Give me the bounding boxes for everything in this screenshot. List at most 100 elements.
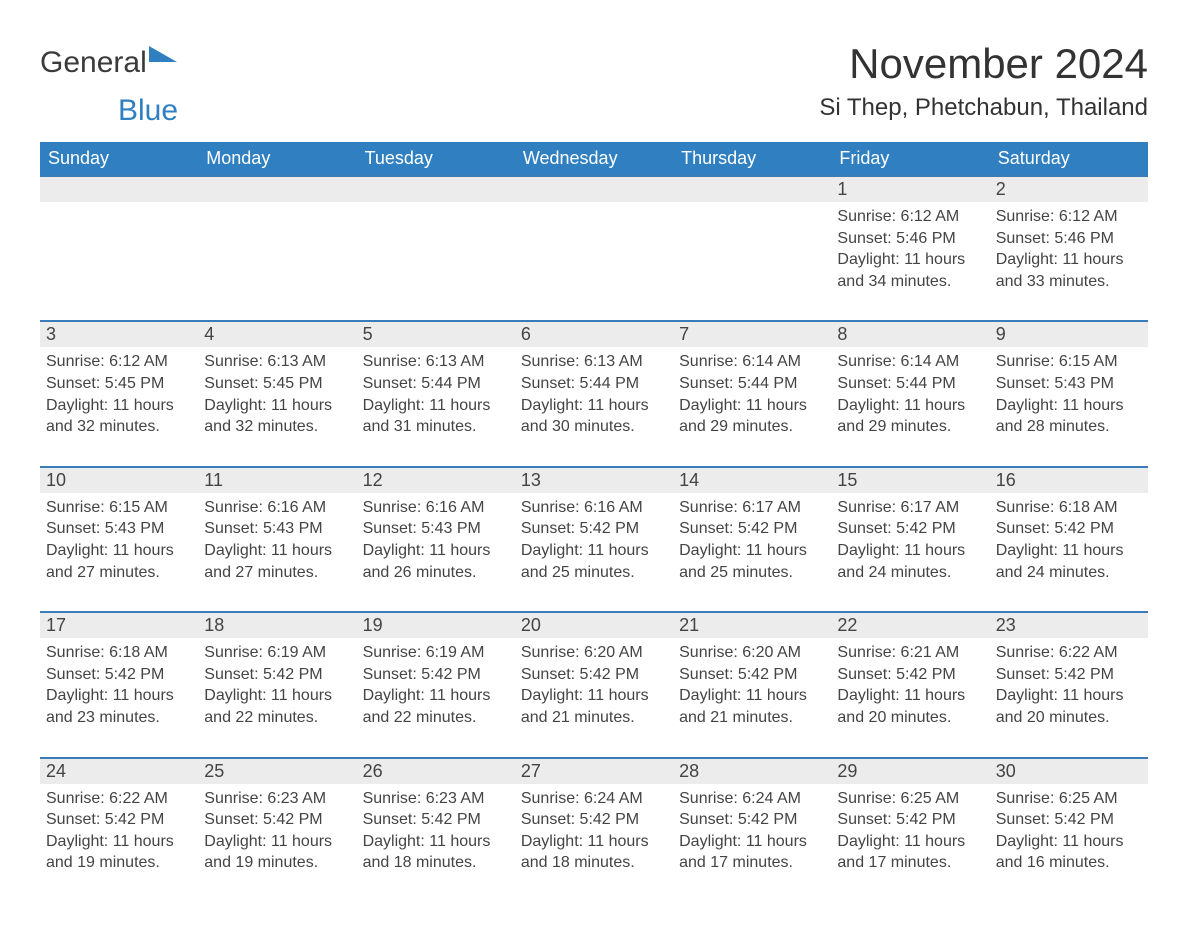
sunset-text: Sunset: 5:42 PM <box>521 518 667 540</box>
sunrise-text: Sunrise: 6:20 AM <box>521 642 667 664</box>
day-cell: Sunrise: 6:17 AMSunset: 5:42 PMDaylight:… <box>673 493 831 612</box>
sunrise-text: Sunrise: 6:17 AM <box>837 497 983 519</box>
sunset-text: Sunset: 5:42 PM <box>46 809 192 831</box>
empty-cell <box>40 176 198 202</box>
location-text: Si Thep, Phetchabun, Thailand <box>819 94 1148 122</box>
sunrise-text: Sunrise: 6:13 AM <box>204 351 350 373</box>
sunrise-text: Sunrise: 6:12 AM <box>46 351 192 373</box>
sunrise-text: Sunrise: 6:16 AM <box>521 497 667 519</box>
day-number: 1 <box>831 176 989 202</box>
daylight-text: Daylight: 11 hours and 29 minutes. <box>679 395 825 438</box>
sunrise-text: Sunrise: 6:15 AM <box>46 497 192 519</box>
daylight-text: Daylight: 11 hours and 24 minutes. <box>996 540 1142 583</box>
calendar-table: SundayMondayTuesdayWednesdayThursdayFrid… <box>40 142 1148 902</box>
day-number: 4 <box>198 321 356 347</box>
sunrise-text: Sunrise: 6:22 AM <box>46 788 192 810</box>
day-number: 19 <box>357 612 515 638</box>
day-cell: Sunrise: 6:19 AMSunset: 5:42 PMDaylight:… <box>198 638 356 757</box>
sunrise-text: Sunrise: 6:18 AM <box>46 642 192 664</box>
brand-part1: General <box>40 46 147 80</box>
daylight-text: Daylight: 11 hours and 27 minutes. <box>204 540 350 583</box>
day-cell: Sunrise: 6:13 AMSunset: 5:45 PMDaylight:… <box>198 347 356 466</box>
day-number: 18 <box>198 612 356 638</box>
sunset-text: Sunset: 5:45 PM <box>204 373 350 395</box>
day-cell: Sunrise: 6:18 AMSunset: 5:42 PMDaylight:… <box>40 638 198 757</box>
sunset-text: Sunset: 5:42 PM <box>679 809 825 831</box>
sunset-text: Sunset: 5:43 PM <box>363 518 509 540</box>
daylight-text: Daylight: 11 hours and 17 minutes. <box>837 831 983 874</box>
empty-cell <box>198 202 356 321</box>
day-cell: Sunrise: 6:14 AMSunset: 5:44 PMDaylight:… <box>673 347 831 466</box>
daylight-text: Daylight: 11 hours and 19 minutes. <box>204 831 350 874</box>
day-header-monday: Monday <box>198 142 356 176</box>
empty-cell <box>673 176 831 202</box>
sunset-text: Sunset: 5:42 PM <box>521 809 667 831</box>
sunset-text: Sunset: 5:42 PM <box>996 518 1142 540</box>
day-cell: Sunrise: 6:25 AMSunset: 5:42 PMDaylight:… <box>831 784 989 902</box>
daylight-text: Daylight: 11 hours and 25 minutes. <box>679 540 825 583</box>
day-cell: Sunrise: 6:15 AMSunset: 5:43 PMDaylight:… <box>40 493 198 612</box>
day-cell: Sunrise: 6:21 AMSunset: 5:42 PMDaylight:… <box>831 638 989 757</box>
day-number: 20 <box>515 612 673 638</box>
day-number: 23 <box>990 612 1148 638</box>
daylight-text: Daylight: 11 hours and 27 minutes. <box>46 540 192 583</box>
sunrise-text: Sunrise: 6:24 AM <box>679 788 825 810</box>
day-number: 21 <box>673 612 831 638</box>
empty-cell <box>357 202 515 321</box>
month-title: November 2024 <box>819 40 1148 88</box>
sunrise-text: Sunrise: 6:14 AM <box>837 351 983 373</box>
day-number: 24 <box>40 758 198 784</box>
week-info-row: Sunrise: 6:15 AMSunset: 5:43 PMDaylight:… <box>40 493 1148 612</box>
day-cell: Sunrise: 6:16 AMSunset: 5:42 PMDaylight:… <box>515 493 673 612</box>
daylight-text: Daylight: 11 hours and 30 minutes. <box>521 395 667 438</box>
sunrise-text: Sunrise: 6:16 AM <box>204 497 350 519</box>
sunset-text: Sunset: 5:42 PM <box>521 664 667 686</box>
sunrise-text: Sunrise: 6:12 AM <box>996 206 1142 228</box>
daylight-text: Daylight: 11 hours and 20 minutes. <box>996 685 1142 728</box>
daylight-text: Daylight: 11 hours and 32 minutes. <box>204 395 350 438</box>
day-number: 2 <box>990 176 1148 202</box>
day-header-friday: Friday <box>831 142 989 176</box>
day-header-wednesday: Wednesday <box>515 142 673 176</box>
week-info-row: Sunrise: 6:12 AMSunset: 5:45 PMDaylight:… <box>40 347 1148 466</box>
day-header-sunday: Sunday <box>40 142 198 176</box>
day-cell: Sunrise: 6:22 AMSunset: 5:42 PMDaylight:… <box>40 784 198 902</box>
sunrise-text: Sunrise: 6:17 AM <box>679 497 825 519</box>
sunrise-text: Sunrise: 6:21 AM <box>837 642 983 664</box>
day-header-tuesday: Tuesday <box>357 142 515 176</box>
sunrise-text: Sunrise: 6:19 AM <box>363 642 509 664</box>
day-number: 29 <box>831 758 989 784</box>
daylight-text: Daylight: 11 hours and 20 minutes. <box>837 685 983 728</box>
daylight-text: Daylight: 11 hours and 16 minutes. <box>996 831 1142 874</box>
day-cell: Sunrise: 6:23 AMSunset: 5:42 PMDaylight:… <box>198 784 356 902</box>
sunset-text: Sunset: 5:44 PM <box>837 373 983 395</box>
sunset-text: Sunset: 5:42 PM <box>837 518 983 540</box>
empty-cell <box>357 176 515 202</box>
daylight-text: Daylight: 11 hours and 21 minutes. <box>521 685 667 728</box>
sunset-text: Sunset: 5:43 PM <box>204 518 350 540</box>
daylight-text: Daylight: 11 hours and 21 minutes. <box>679 685 825 728</box>
day-cell: Sunrise: 6:16 AMSunset: 5:43 PMDaylight:… <box>357 493 515 612</box>
brand-part2: Blue <box>118 94 178 127</box>
week-info-row: Sunrise: 6:18 AMSunset: 5:42 PMDaylight:… <box>40 638 1148 757</box>
sunset-text: Sunset: 5:44 PM <box>363 373 509 395</box>
sunrise-text: Sunrise: 6:23 AM <box>363 788 509 810</box>
empty-cell <box>40 202 198 321</box>
week-info-row: Sunrise: 6:22 AMSunset: 5:42 PMDaylight:… <box>40 784 1148 902</box>
day-cell: Sunrise: 6:23 AMSunset: 5:42 PMDaylight:… <box>357 784 515 902</box>
day-number: 10 <box>40 467 198 493</box>
day-header-saturday: Saturday <box>990 142 1148 176</box>
day-number: 30 <box>990 758 1148 784</box>
brand-mark-icon <box>149 46 177 62</box>
day-header-thursday: Thursday <box>673 142 831 176</box>
sunset-text: Sunset: 5:42 PM <box>204 809 350 831</box>
day-number: 17 <box>40 612 198 638</box>
day-number: 27 <box>515 758 673 784</box>
sunrise-text: Sunrise: 6:15 AM <box>996 351 1142 373</box>
sunset-text: Sunset: 5:42 PM <box>837 664 983 686</box>
daylight-text: Daylight: 11 hours and 22 minutes. <box>363 685 509 728</box>
daylight-text: Daylight: 11 hours and 18 minutes. <box>363 831 509 874</box>
daylight-text: Daylight: 11 hours and 28 minutes. <box>996 395 1142 438</box>
sunrise-text: Sunrise: 6:22 AM <box>996 642 1142 664</box>
day-cell: Sunrise: 6:15 AMSunset: 5:43 PMDaylight:… <box>990 347 1148 466</box>
